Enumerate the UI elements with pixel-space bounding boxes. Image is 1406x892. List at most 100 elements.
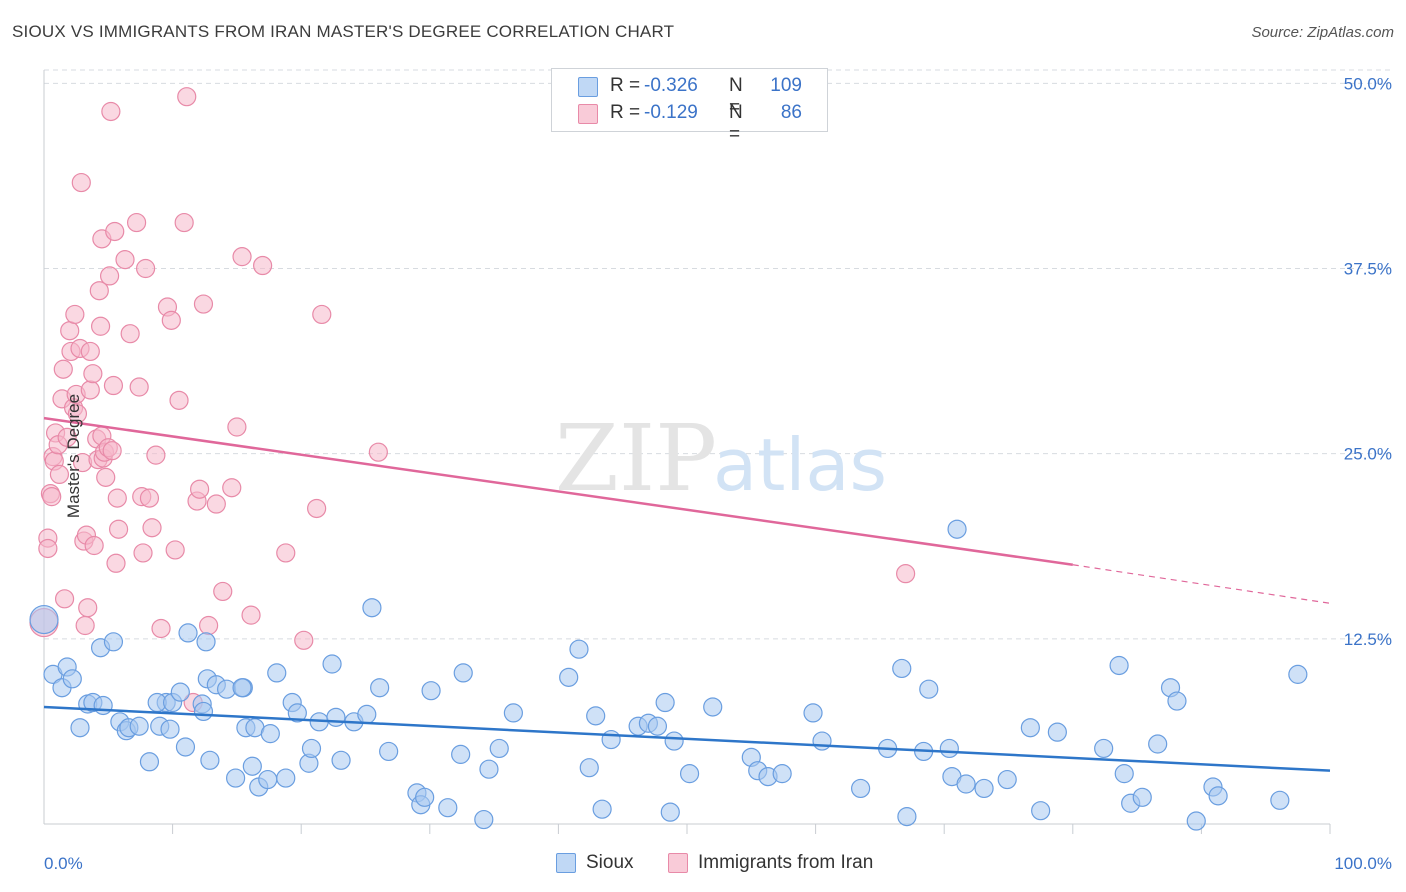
sioux-point xyxy=(897,806,917,827)
sioux-point xyxy=(362,598,382,618)
iran-point xyxy=(99,266,120,286)
sioux-point xyxy=(453,663,473,683)
iran-point xyxy=(75,615,95,636)
x-tick-label-max: 100.0% xyxy=(1334,854,1392,873)
grid-lines xyxy=(44,69,1392,640)
iran-point xyxy=(190,479,210,499)
legend-label-iran: Immigrants from Iran xyxy=(698,852,874,873)
sioux-point xyxy=(160,719,180,739)
trend-lines xyxy=(43,416,1331,772)
sioux-point xyxy=(919,679,939,699)
iran-point xyxy=(54,589,75,609)
iran-point xyxy=(307,498,327,519)
sioux-point xyxy=(379,741,399,762)
iran-point xyxy=(53,359,73,379)
sioux-point xyxy=(592,799,612,819)
sioux-point xyxy=(647,716,668,736)
n-label: N = xyxy=(729,75,743,118)
sioux-point xyxy=(974,778,994,799)
iran-point xyxy=(139,488,160,508)
sioux-point xyxy=(479,759,499,779)
source-label: Source: ZipAtlas.com xyxy=(1251,24,1394,41)
sioux-point xyxy=(70,718,90,738)
iran-point xyxy=(253,255,273,276)
iran-point xyxy=(161,310,181,330)
sioux-point xyxy=(178,623,198,643)
iran-point xyxy=(142,518,162,538)
sioux-point xyxy=(956,774,976,794)
sioux-swatch xyxy=(556,853,576,873)
y-tick-label: 12.5% xyxy=(1344,630,1392,649)
sioux-point xyxy=(129,716,149,736)
sioux-point xyxy=(474,809,494,830)
sioux-point xyxy=(1020,718,1040,738)
stats-legend: R = -0.326 N = 109 R = -0.129 N = 86 xyxy=(551,68,828,145)
iran-point xyxy=(42,487,62,507)
iran-point xyxy=(151,618,171,639)
sioux-point xyxy=(503,703,523,723)
sioux-point xyxy=(301,738,322,759)
sioux-point xyxy=(103,632,124,652)
iran-point xyxy=(80,341,100,362)
sioux-point xyxy=(579,758,599,778)
y-tick-label: 37.5% xyxy=(1344,259,1392,278)
iran-point xyxy=(169,390,189,410)
sioux-point xyxy=(1047,722,1067,742)
sioux-point xyxy=(1109,655,1129,676)
r-value: -0.129 xyxy=(644,102,698,123)
iran-point xyxy=(174,212,194,233)
iran-point xyxy=(193,294,214,314)
iran-point xyxy=(206,494,226,514)
sioux-point xyxy=(260,724,280,744)
iran-point xyxy=(96,467,116,487)
sioux-point xyxy=(1270,790,1290,810)
sioux-point xyxy=(451,744,471,764)
sioux-point xyxy=(139,752,160,772)
watermark-zip: ZIP xyxy=(555,405,717,512)
sioux-point xyxy=(803,703,823,723)
iran-point xyxy=(115,250,135,270)
iran-point xyxy=(49,464,70,485)
iran-point xyxy=(135,258,156,279)
r-label: R = xyxy=(610,102,641,123)
iran-point xyxy=(213,581,233,602)
zipatlas-watermark: ZIP atlas xyxy=(555,405,887,512)
n-value: 86 xyxy=(780,102,802,123)
iran-point xyxy=(368,442,388,462)
sioux-point xyxy=(851,778,871,799)
sioux-point xyxy=(196,632,216,652)
sioux-swatch xyxy=(578,77,598,97)
iran-point xyxy=(71,172,91,193)
iran-trend-line xyxy=(43,416,1073,567)
sioux-point xyxy=(1094,738,1114,759)
iran-point xyxy=(60,321,80,341)
sioux-point xyxy=(892,658,912,679)
iran-point xyxy=(227,417,247,437)
sioux-point xyxy=(939,738,959,759)
iran-point xyxy=(83,364,103,384)
sioux-point xyxy=(170,682,190,702)
iran-swatch xyxy=(668,853,688,873)
iran-point xyxy=(107,488,127,508)
sioux-point xyxy=(947,519,967,539)
iran-point xyxy=(38,538,58,559)
sioux-point xyxy=(326,707,346,727)
sioux-point xyxy=(1167,691,1187,711)
sioux-point xyxy=(331,750,351,770)
sioux-point xyxy=(1114,764,1134,784)
iran-point xyxy=(896,564,916,584)
sioux-point xyxy=(62,669,82,689)
sioux-point xyxy=(415,787,435,807)
iran-point xyxy=(78,598,98,618)
legend-label-sioux: Sioux xyxy=(586,852,634,873)
sioux-point xyxy=(569,639,589,659)
iran-point xyxy=(120,324,140,344)
series-iran-points xyxy=(29,87,916,713)
iran-point xyxy=(312,304,332,325)
sioux-point xyxy=(193,701,214,722)
r-label: R = xyxy=(610,75,641,96)
iran-point xyxy=(84,535,104,556)
sioux-point xyxy=(287,703,307,723)
sioux-point xyxy=(1031,801,1051,821)
series-sioux-points xyxy=(29,519,1308,831)
